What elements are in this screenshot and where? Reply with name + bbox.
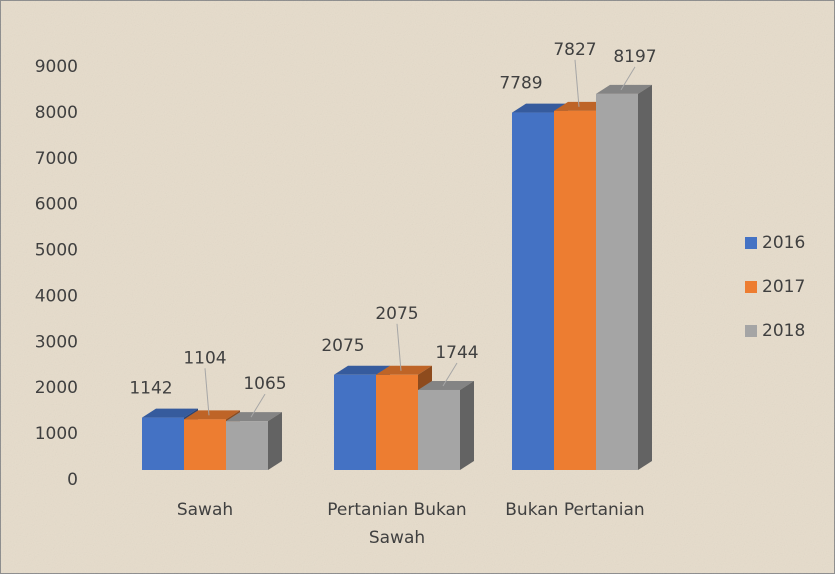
leader-line	[396, 323, 402, 371]
leader-line	[204, 368, 210, 416]
y-tick-label: 3000	[35, 332, 78, 352]
bar-front	[226, 421, 268, 470]
data-label: 2075	[321, 336, 364, 356]
bar-side	[460, 380, 474, 470]
leader-line	[620, 66, 636, 91]
leader-line	[442, 362, 458, 387]
bar-top	[334, 365, 390, 375]
bar-front	[512, 112, 554, 470]
y-tick-label: 0	[67, 470, 78, 490]
data-label: 7789	[499, 74, 542, 94]
y-tick-label: 8000	[35, 103, 78, 123]
bar-top	[184, 410, 240, 420]
bar	[418, 380, 474, 470]
bar-front	[418, 389, 460, 470]
bar-front	[334, 374, 376, 470]
y-tick-label: 2000	[35, 378, 78, 398]
bar	[596, 84, 652, 470]
data-label: 1104	[183, 348, 226, 368]
y-tick-label: 1000	[35, 424, 78, 444]
bar-top	[376, 365, 432, 375]
legend-label: 2018	[762, 321, 805, 341]
legend-swatch	[745, 325, 757, 337]
bar-front	[554, 110, 596, 470]
bar-side	[638, 84, 652, 470]
bar-front	[596, 93, 638, 470]
x-tick-label-box: Bukan Pertanian	[505, 500, 645, 520]
bar-top	[226, 412, 282, 422]
bar-front	[376, 374, 418, 470]
x-tick-label-box: Sawah	[176, 500, 234, 520]
x-tick-label-box: Pertanian Bukan Sawah	[327, 500, 467, 548]
bar-front	[184, 419, 226, 470]
data-label: 1142	[129, 379, 172, 399]
data-label: 1744	[435, 343, 478, 363]
y-tick-label: 7000	[35, 149, 78, 169]
leader-line	[574, 59, 580, 107]
x-tick-label: Sawah	[176, 500, 234, 520]
legend-swatch	[745, 237, 757, 249]
y-tick-label: 4000	[35, 286, 78, 306]
bar-top	[512, 103, 568, 113]
bar-top	[418, 380, 474, 390]
x-tick-label: Bukan Pertanian	[505, 500, 645, 520]
data-label: 7827	[553, 40, 596, 60]
y-tick-label: 5000	[35, 241, 78, 261]
data-label: 8197	[613, 47, 656, 67]
legend-label: 2016	[762, 233, 805, 253]
bar-side	[268, 412, 282, 470]
bar-front	[142, 417, 184, 470]
bar-top	[142, 408, 198, 418]
legend-swatch	[745, 281, 757, 293]
bar-top	[596, 84, 652, 94]
y-tick-label: 9000	[35, 57, 78, 77]
legend-label: 2017	[762, 277, 805, 297]
y-tick-label: 6000	[35, 195, 78, 215]
data-label: 1065	[243, 374, 286, 394]
x-tick-label: Pertanian Bukan Sawah	[327, 500, 467, 548]
bar	[226, 412, 282, 470]
data-label: 2075	[375, 304, 418, 324]
leader-line	[250, 393, 266, 418]
